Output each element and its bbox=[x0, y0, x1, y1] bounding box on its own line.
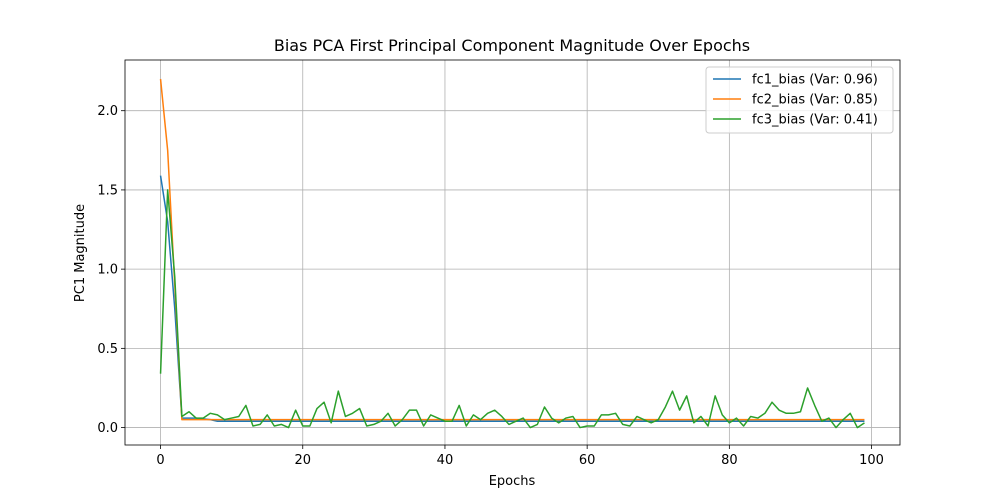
y-tick-label: 2.0 bbox=[97, 104, 118, 119]
series-line-fc3_bias bbox=[159, 189, 865, 429]
y-axis-label: PC1 Magnitude bbox=[73, 204, 88, 302]
y-tick-label: 1.5 bbox=[97, 183, 118, 198]
x-tick-label: 40 bbox=[437, 453, 454, 468]
plot-area: 0 20 40 60 80 100 0.0 0.5 1.0 1.5 2.0 fc1_bias (Var… bbox=[97, 59, 901, 468]
series-line-fc2_bias bbox=[159, 78, 865, 421]
x-tick-label: 60 bbox=[579, 453, 596, 468]
axes-frame bbox=[124, 59, 901, 446]
legend-label: fc2_bias (Var: 0.85) bbox=[752, 93, 878, 108]
chart-title: Bias PCA First Principal Component Magni… bbox=[274, 36, 750, 55]
y-tick-label: 1.0 bbox=[97, 263, 118, 278]
x-axis-label: Epochs bbox=[489, 474, 536, 489]
legend-box bbox=[705, 66, 894, 134]
y-tick-label: 0.5 bbox=[97, 342, 118, 357]
x-tick-label: 80 bbox=[721, 453, 738, 468]
legend-label: fc3_bias (Var: 0.41) bbox=[752, 113, 878, 128]
x-tick-label: 20 bbox=[294, 453, 311, 468]
x-tick-label: 100 bbox=[859, 453, 884, 468]
x-tick-label: 0 bbox=[156, 453, 164, 468]
legend-label: fc1_bias (Var: 0.96) bbox=[752, 73, 878, 88]
y-tick-label: 0.0 bbox=[97, 421, 118, 436]
